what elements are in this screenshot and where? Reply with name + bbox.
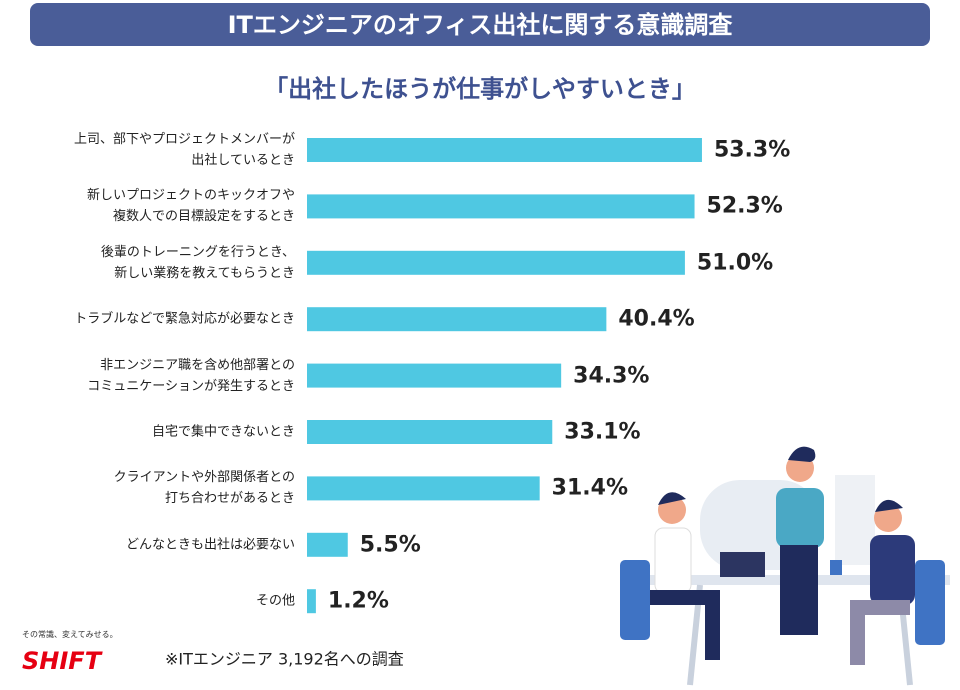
- bar: [307, 476, 540, 501]
- value-label: 1.2%: [327, 588, 389, 614]
- value-label: 31.4%: [551, 475, 628, 501]
- value-label: 34.3%: [573, 363, 650, 389]
- person-body: [776, 488, 824, 548]
- value-label: 40.4%: [618, 306, 695, 332]
- category-label: 自宅で集中できないとき: [151, 424, 295, 440]
- person-legs: [780, 545, 818, 635]
- value-label: 52.3%: [706, 193, 783, 219]
- page-title: ITエンジニアのオフィス出社に関する意識調査: [228, 11, 733, 39]
- title-banner: [30, 3, 930, 46]
- category-label: どんなときも出社は必要ない: [125, 537, 295, 553]
- tagline: その常識、変えてみせる。: [22, 629, 118, 639]
- category-label: 非エンジニア職を含め他部署との コミュニケーションが発生するとき: [87, 357, 295, 394]
- hair: [658, 492, 686, 505]
- person-body: [870, 535, 915, 605]
- person-legs: [650, 590, 720, 660]
- category-label: クライアントや外部関係者との 打ち合わせがあるとき: [113, 470, 295, 507]
- bar: [307, 250, 685, 275]
- laptop: [720, 552, 765, 577]
- category-label: 上司、部下やプロジェクトメンバーが 出社しているとき: [73, 132, 295, 168]
- category-label: トラブルなどで緊急対応が必要なとき: [74, 311, 295, 327]
- value-label: 5.5%: [359, 532, 421, 558]
- category-label: 後輩のトレーニングを行うとき、 新しい業務を教えてもらうとき: [100, 244, 295, 281]
- value-label: 33.1%: [564, 419, 641, 445]
- category-label: その他: [255, 593, 295, 609]
- hair: [788, 446, 816, 462]
- chair: [915, 560, 945, 645]
- chart-title: 「出社したほうが仕事がしやすいとき」: [264, 75, 696, 103]
- logo: SHIFT: [22, 647, 103, 675]
- bg-shape: [835, 475, 875, 565]
- category-label: 新しいプロジェクトのキックオフや 複数人での目標設定をするとき: [86, 188, 295, 225]
- chair: [620, 560, 650, 640]
- bar: [307, 532, 348, 557]
- value-label: 51.0%: [696, 250, 774, 276]
- bar: [307, 363, 562, 388]
- bar: [307, 420, 553, 444]
- hair: [875, 499, 903, 512]
- cup: [830, 560, 842, 575]
- person-body: [654, 527, 692, 594]
- bar: [307, 138, 702, 162]
- person-legs: [850, 600, 910, 665]
- value-label: 53.3%: [713, 137, 791, 163]
- illustration: [620, 446, 950, 686]
- footnote: ※ITエンジニア 3,192名への調査: [165, 650, 404, 669]
- bars: [307, 138, 702, 614]
- bar: [307, 589, 316, 614]
- bar: [307, 307, 607, 332]
- bar: [307, 194, 695, 219]
